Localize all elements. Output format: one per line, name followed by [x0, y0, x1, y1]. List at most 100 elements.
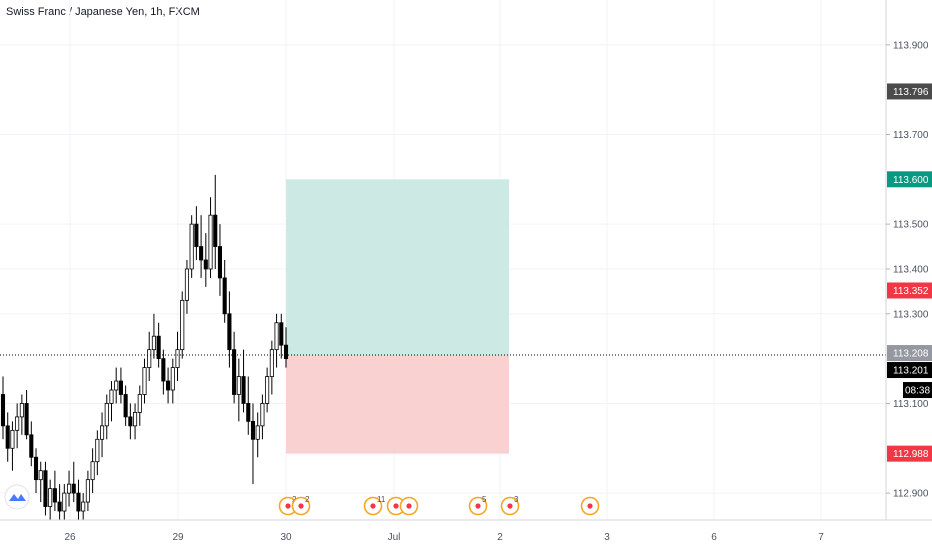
candle-body	[279, 322, 284, 346]
candle-body	[43, 470, 48, 507]
candle-body	[236, 376, 241, 395]
candle	[33, 448, 39, 494]
candle-body	[175, 349, 180, 368]
candle-body	[90, 461, 95, 481]
x-tick-label: 26	[64, 532, 76, 543]
event-count: 3	[514, 495, 519, 504]
candle-body	[95, 438, 100, 463]
candle	[255, 412, 260, 458]
candle	[10, 421, 15, 471]
candle-body	[52, 488, 57, 503]
profit-zone	[286, 179, 509, 356]
candle-body	[222, 277, 227, 315]
candle-body	[104, 403, 109, 427]
event-icon-dot	[298, 503, 304, 509]
candle	[199, 215, 204, 278]
candle-body	[184, 268, 190, 301]
candle	[194, 206, 199, 260]
candle	[114, 367, 119, 404]
price-badge-high: 113.796	[887, 83, 932, 100]
candle	[203, 233, 208, 287]
candle-body	[85, 479, 90, 503]
event-icon-dot	[475, 503, 481, 509]
candle	[52, 470, 57, 512]
price-badge-label: 113.600	[893, 175, 929, 186]
event-icon: 3	[500, 495, 520, 516]
candle-body	[81, 501, 86, 512]
candle-body	[123, 394, 128, 418]
y-tick-label: 113.700	[893, 130, 929, 141]
price-badge-bg	[887, 445, 932, 462]
event-icon	[399, 496, 419, 516]
candle	[175, 331, 180, 382]
candle	[283, 327, 289, 368]
loss-zone	[286, 355, 509, 454]
candle	[90, 448, 95, 494]
event-icon: 5	[468, 495, 488, 516]
candle	[29, 421, 34, 467]
tradingview-logo-icon	[4, 484, 30, 510]
candle-body	[114, 380, 119, 391]
candle-body	[151, 335, 156, 351]
candle	[246, 376, 251, 435]
candle-body	[19, 403, 24, 418]
candle-body	[265, 376, 270, 404]
candle-body	[199, 246, 204, 261]
candle-body	[66, 483, 72, 494]
price-badge-label: 112.988	[893, 449, 929, 460]
price-badge-stop: 112.988	[887, 445, 932, 462]
candle-body	[189, 223, 194, 270]
y-tick-label: 113.900	[893, 40, 929, 51]
candle	[15, 403, 20, 449]
price-badge-label: 113.352	[893, 286, 929, 297]
candle-body	[260, 403, 265, 427]
logo-circle	[4, 484, 30, 510]
candle-body	[133, 412, 138, 427]
candle-body	[76, 492, 81, 512]
y-tick-label: 113.100	[893, 399, 929, 410]
candle-body	[170, 367, 175, 391]
x-tick-label: 2	[497, 532, 503, 543]
candle	[232, 331, 237, 404]
candle-body	[269, 349, 274, 377]
candle	[62, 484, 67, 520]
candle	[161, 349, 166, 395]
candle-body	[15, 416, 20, 431]
x-tick-label: 30	[280, 532, 292, 543]
candle-body	[246, 403, 251, 422]
candle	[236, 358, 241, 422]
x-tick-label: 7	[818, 532, 824, 543]
candle-body	[194, 223, 199, 247]
candle-body	[128, 416, 133, 427]
candle-body	[208, 214, 213, 270]
candle-body	[255, 425, 260, 440]
candle-body	[0, 394, 6, 427]
candle-body	[250, 420, 256, 440]
candle	[260, 394, 265, 440]
candle	[104, 394, 109, 440]
countdown-bg	[903, 382, 932, 399]
candle	[184, 260, 190, 314]
candle	[38, 461, 43, 503]
candle	[217, 224, 223, 296]
candle	[189, 215, 194, 278]
candle-body	[283, 344, 289, 360]
candle	[123, 385, 128, 426]
price-badge-target: 113.600	[887, 171, 932, 188]
candle	[19, 394, 24, 435]
candle	[227, 291, 232, 368]
candle	[222, 260, 227, 323]
candle-body	[62, 492, 67, 512]
candle-body	[180, 299, 185, 351]
candle-body	[5, 425, 10, 449]
candle	[137, 385, 142, 426]
event-icon-dot	[370, 503, 376, 509]
candle-body	[217, 246, 223, 279]
countdown-label: 08:38	[905, 386, 930, 397]
y-tick-label: 113.400	[893, 264, 929, 275]
candle	[95, 430, 100, 476]
event-icon: 2	[291, 495, 311, 516]
candle-body	[166, 380, 171, 391]
y-tick-label: 113.300	[893, 309, 929, 320]
